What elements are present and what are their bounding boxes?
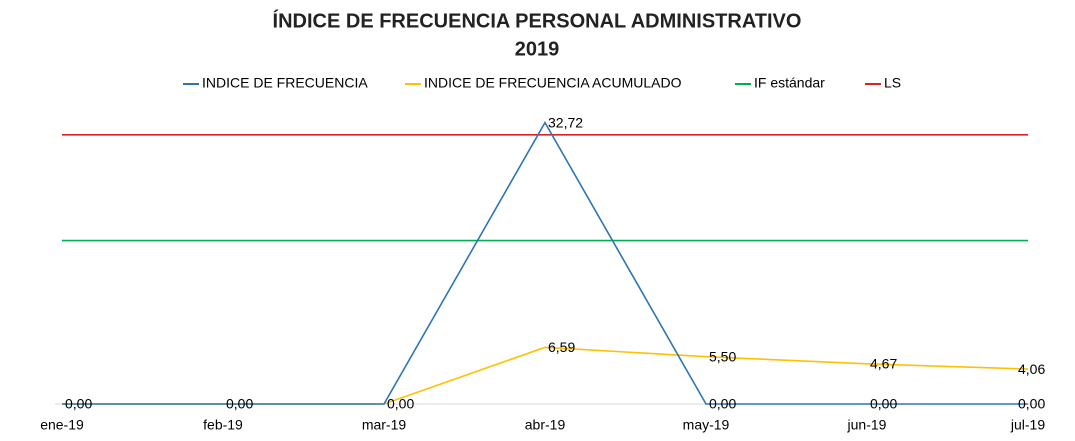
chart-title: ÍNDICE DE FRECUENCIA PERSONAL ADMINISTRA… (273, 9, 802, 32)
chart-subtitle: 2019 (515, 38, 560, 60)
data-label: 0,00 (387, 396, 414, 412)
data-label: 0,00 (65, 396, 92, 412)
x-tick-label: feb-19 (203, 417, 243, 433)
x-tick-label: may-19 (683, 417, 730, 433)
data-label: 32,72 (548, 114, 583, 130)
data-label: 0,00 (1018, 396, 1045, 412)
legend-label: INDICE DE FRECUENCIA ACUMULADO (424, 75, 682, 91)
x-tick-label: jun-19 (847, 417, 887, 433)
data-label: 0,00 (226, 396, 253, 412)
data-label: 4,06 (1018, 361, 1045, 377)
data-label: 5,50 (709, 348, 736, 364)
data-label: 0,00 (870, 396, 897, 412)
x-tick-label: jul-19 (1010, 417, 1045, 433)
x-tick-label: abr-19 (525, 417, 566, 433)
data-label: 0,00 (709, 396, 736, 412)
legend-label: IF estándar (754, 75, 825, 91)
series-line (62, 120, 1028, 405)
legend-label: INDICE DE FRECUENCIA (202, 75, 368, 91)
data-label: 4,67 (870, 356, 897, 372)
x-tick-label: ene-19 (40, 417, 84, 433)
legend-label: LS (884, 75, 901, 91)
data-label: 6,59 (548, 339, 575, 355)
x-tick-label: mar-19 (362, 417, 407, 433)
